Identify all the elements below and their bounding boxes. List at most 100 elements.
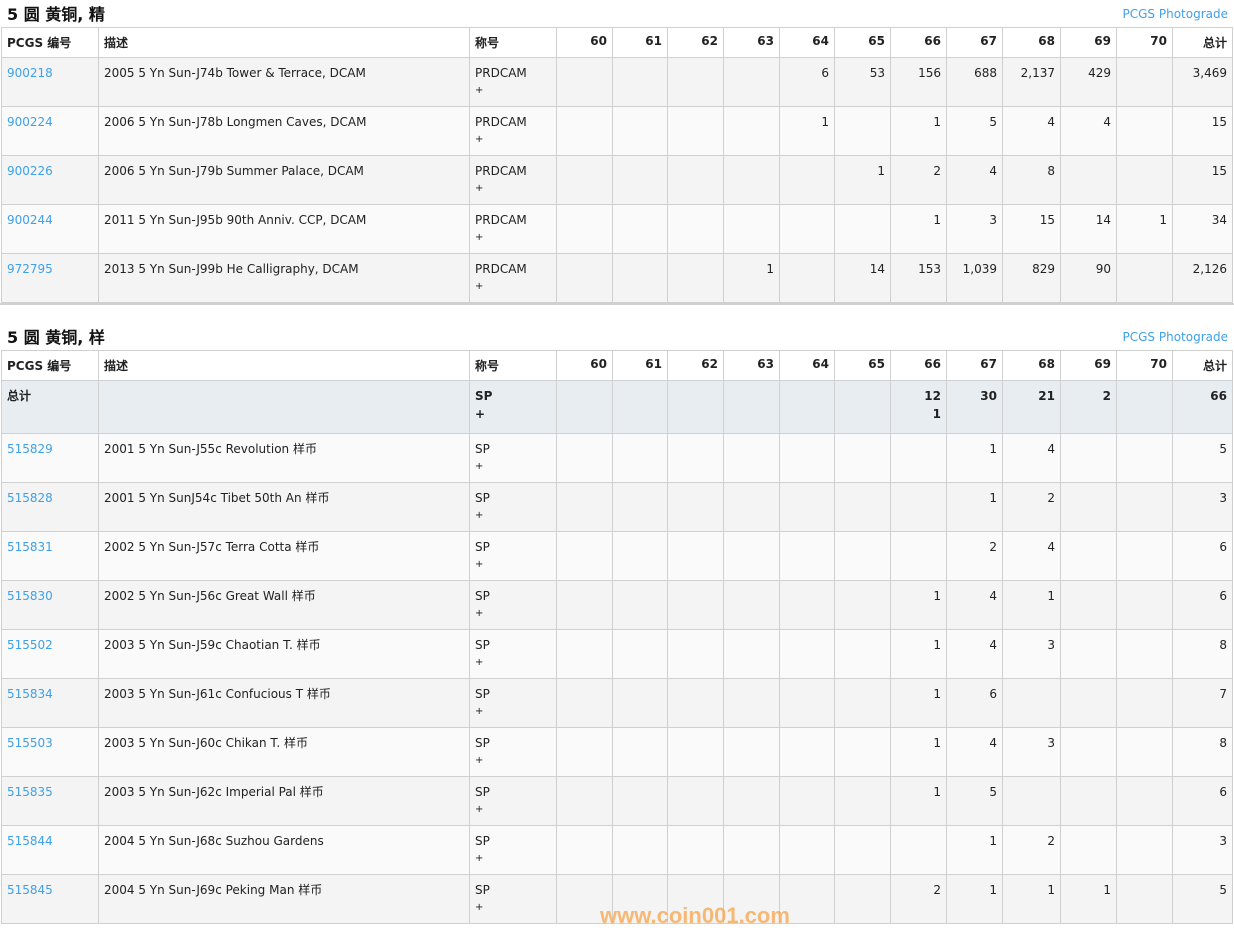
count-cell [890,433,947,483]
pcgs-number-link[interactable]: 900244 [7,213,53,227]
count-cell [723,433,780,483]
pcgs-number-link[interactable]: 515502 [7,638,53,652]
pcgs-number-link[interactable]: 900226 [7,164,53,178]
count-cell: 3 [1172,482,1233,532]
pcgs-number-link[interactable]: 515834 [7,687,53,701]
table-row: 900224 2006 5 Yn Sun-J78b Longmen Caves, … [1,106,1233,156]
description-cell: 2001 5 Yn SunJ54c Tibet 50th An 样币 [98,482,470,532]
count-cell [556,825,613,875]
count-cell: 5 [946,106,1003,156]
count-cell: 4 [946,580,1003,630]
count-cell: 4 [1002,531,1061,581]
count-cell [723,629,780,679]
pcgs-number-link[interactable]: 900218 [7,66,53,80]
count-cell [1060,531,1117,581]
photograde-link[interactable]: PCGS Photograde [1122,7,1228,21]
count-cell [612,106,668,156]
column-header: 称号 [469,350,557,381]
count-cell [779,629,835,679]
count-cell: 1 [890,678,947,728]
count-cell: 90 [1060,253,1117,303]
column-header: 61 [612,27,668,58]
count-cell: 2 [1002,482,1061,532]
table-row: 515829 2001 5 Yn Sun-J55c Revolution 样币 SP… [1,433,1233,483]
count-cell: 1 [946,825,1003,875]
population-table: PCGS 编号 描述 称号 60 61 62 63 64 65 66 67 68 69 70 总计 总计 SP +… [1,350,1233,924]
count-cell [1116,874,1173,924]
column-header: 65 [834,27,891,58]
pcgs-number-link[interactable]: 515830 [7,589,53,603]
count-cell [1060,825,1117,875]
photograde-link[interactable]: PCGS Photograde [1122,330,1228,344]
count-cell [556,482,613,532]
description-cell: 2003 5 Yn Sun-J59c Chaotian T. 样币 [98,629,470,679]
grade-cell: PRDCAM + [469,253,557,303]
table-row: 515502 2003 5 Yn Sun-J59c Chaotian T. 样币 S… [1,629,1233,679]
count-cell: 2,126 [1172,253,1233,303]
count-cell [612,874,668,924]
count-cell [612,433,668,483]
pcgs-number-link[interactable]: 515503 [7,736,53,750]
description-cell: 2001 5 Yn Sun-J55c Revolution 样币 [98,433,470,483]
count-cell [1116,825,1173,875]
count-cell: 3 [1172,825,1233,875]
count-cell [779,727,835,777]
count-cell: 2 [946,531,1003,581]
pcgs-number-link[interactable]: 972795 [7,262,53,276]
count-cell: 1 [890,204,947,254]
count-cell [834,776,891,826]
count-cell: 1 [946,482,1003,532]
count-cell [834,874,891,924]
grade-cell: SP + [469,776,557,826]
count-cell [612,629,668,679]
grade-cell: PRDCAM + [469,155,557,205]
grade-cell: SP + [469,380,557,434]
count-cell: 1 [890,106,947,156]
pcgs-number-link[interactable]: 515835 [7,785,53,799]
pcgs-number-link[interactable]: 900224 [7,115,53,129]
count-cell [1116,678,1173,728]
pcgs-number-link[interactable]: 515828 [7,491,53,505]
header-row: PCGS 编号 描述 称号 60 61 62 63 64 65 66 67 68 69 70 总计 [1,27,1233,58]
count-cell: 53 [834,57,891,107]
pcgs-number-link[interactable]: 515829 [7,442,53,456]
count-cell: 7 [1172,678,1233,728]
count-cell: 5 [1172,874,1233,924]
count-cell [723,776,780,826]
count-cell: 4 [946,629,1003,679]
grade-cell: SP + [469,678,557,728]
pcgs-number-link[interactable]: 515844 [7,834,53,848]
count-cell: 1 [834,155,891,205]
column-header: 总计 [1172,350,1233,381]
grade-cell: SP + [469,727,557,777]
table-row: 515831 2002 5 Yn Sun-J57c Terra Cotta 样币 S… [1,531,1233,581]
count-cell [667,204,724,254]
count-cell: 1 [890,580,947,630]
description-cell: 2002 5 Yn Sun-J56c Great Wall 样币 [98,580,470,630]
column-header: 65 [834,350,891,381]
count-cell [612,580,668,630]
count-cell [834,629,891,679]
table-row: 900226 2006 5 Yn Sun-J79b Summer Palace, … [1,155,1233,205]
pcgs-number-link[interactable]: 515845 [7,883,53,897]
count-cell: 21 [1002,380,1061,434]
count-cell: 2 [1060,380,1117,434]
count-cell [556,380,613,434]
count-cell [1116,580,1173,630]
column-header: 62 [667,27,724,58]
description-cell: 2006 5 Yn Sun-J79b Summer Palace, DCAM [98,155,470,205]
description-cell: 2003 5 Yn Sun-J60c Chikan T. 样币 [98,727,470,777]
count-cell: 14 [834,253,891,303]
pcgs-number-link[interactable]: 515831 [7,540,53,554]
grade-cell: SP + [469,531,557,581]
count-cell [612,482,668,532]
count-cell [834,433,891,483]
column-header: 68 [1002,27,1061,58]
count-cell [556,106,613,156]
grade-cell: SP + [469,482,557,532]
count-cell: 66 [1172,380,1233,434]
count-cell: 3 [1002,727,1061,777]
count-cell [556,629,613,679]
column-header: 总计 [1172,27,1233,58]
